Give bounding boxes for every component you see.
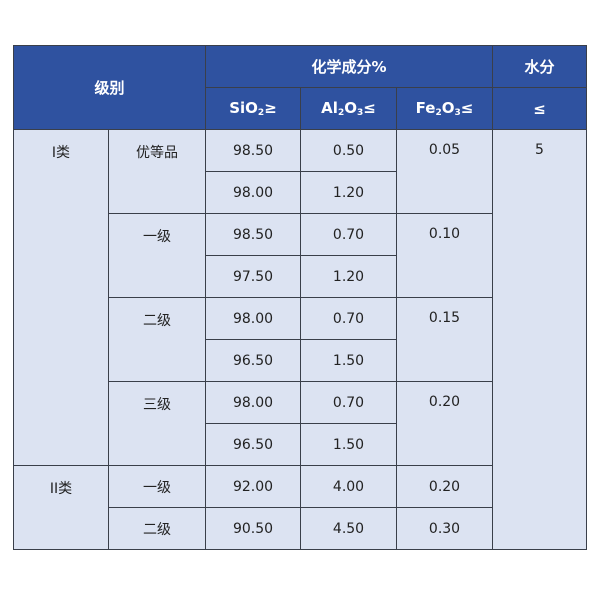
al2o3-cell: 0.70 xyxy=(300,297,397,340)
sio2-cell: 96.50 xyxy=(205,339,301,382)
al2o3-cell: 1.20 xyxy=(300,171,397,214)
sio2-cell: 98.00 xyxy=(205,171,301,214)
al2o3-cell: 0.70 xyxy=(300,213,397,256)
table-row: 98.00 1.20 xyxy=(14,171,587,214)
sio2-cell: 92.00 xyxy=(205,465,301,508)
al2o3-cell: 1.50 xyxy=(300,339,397,382)
al2o3-cell: 1.50 xyxy=(300,423,397,466)
al2o3-cell: 4.00 xyxy=(300,465,397,508)
water-limit-header: ≤ xyxy=(492,87,587,130)
sio2-cell: 97.50 xyxy=(205,255,301,298)
table-row: II类 一级 92.00 4.00 0.20 xyxy=(13,465,587,550)
grade-cell: 三级 xyxy=(108,381,206,466)
al2o3-cell: 0.50 xyxy=(300,129,397,172)
grade-cell: 优等品 xyxy=(108,129,206,214)
class-cell: I类 xyxy=(13,129,109,466)
table-row: I类 优等品 98.50 0.50 0.05 5 xyxy=(13,129,587,550)
table-row: 一级 98.50 0.70 0.10 xyxy=(14,213,587,298)
sio2-cell: 90.50 xyxy=(205,507,301,550)
fe2o3-cell: 0.20 xyxy=(396,465,493,508)
sio2-cell: 98.50 xyxy=(205,129,301,172)
grade-cell: 二级 xyxy=(108,297,206,382)
al2o3-cell: 4.50 xyxy=(300,507,397,550)
fe2o3-cell: 0.30 xyxy=(396,507,493,550)
al2o3-header: Al2O3≤ xyxy=(300,87,397,130)
grade-cell: 一级 xyxy=(108,213,206,298)
fe2o3-cell: 0.05 xyxy=(396,129,493,214)
sio2-header: SiO2≥ xyxy=(205,87,301,130)
table-row: 96.50 1.50 xyxy=(14,423,587,466)
table-row: 96.50 1.50 xyxy=(14,339,587,382)
table-row: 三级 98.00 0.70 0.20 xyxy=(14,381,587,466)
grade-cell: 二级 xyxy=(108,507,206,550)
chemical-composition-header: 化学成分% xyxy=(205,45,493,88)
fe2o3-cell: 0.20 xyxy=(396,381,493,466)
fe2o3-cell: 0.15 xyxy=(396,297,493,382)
quartz-sand-spec-table: 级别 化学成分% 水分 SiO2≥ Al2O3≤ Fe2O3≤ ≤ I类 优等品 9… xyxy=(13,45,587,550)
fe2o3-header: Fe2O3≤ xyxy=(396,87,493,130)
sio2-cell: 98.00 xyxy=(205,297,301,340)
table-row: 二级 90.50 4.50 0.30 xyxy=(14,507,587,550)
grade-header: 级别 xyxy=(13,45,206,130)
table-row: 二级 98.00 0.70 0.15 xyxy=(14,297,587,382)
al2o3-cell: 1.20 xyxy=(300,255,397,298)
sio2-cell: 98.50 xyxy=(205,213,301,256)
water-cell: 5 xyxy=(492,129,587,550)
class-cell: II类 xyxy=(13,465,109,550)
sio2-cell: 98.00 xyxy=(205,381,301,424)
fe2o3-cell: 0.10 xyxy=(396,213,493,298)
al2o3-cell: 0.70 xyxy=(300,381,397,424)
table-row: 97.50 1.20 xyxy=(14,255,587,298)
grade-cell: 一级 xyxy=(108,465,206,508)
water-header: 水分 xyxy=(492,45,587,88)
sio2-cell: 96.50 xyxy=(205,423,301,466)
